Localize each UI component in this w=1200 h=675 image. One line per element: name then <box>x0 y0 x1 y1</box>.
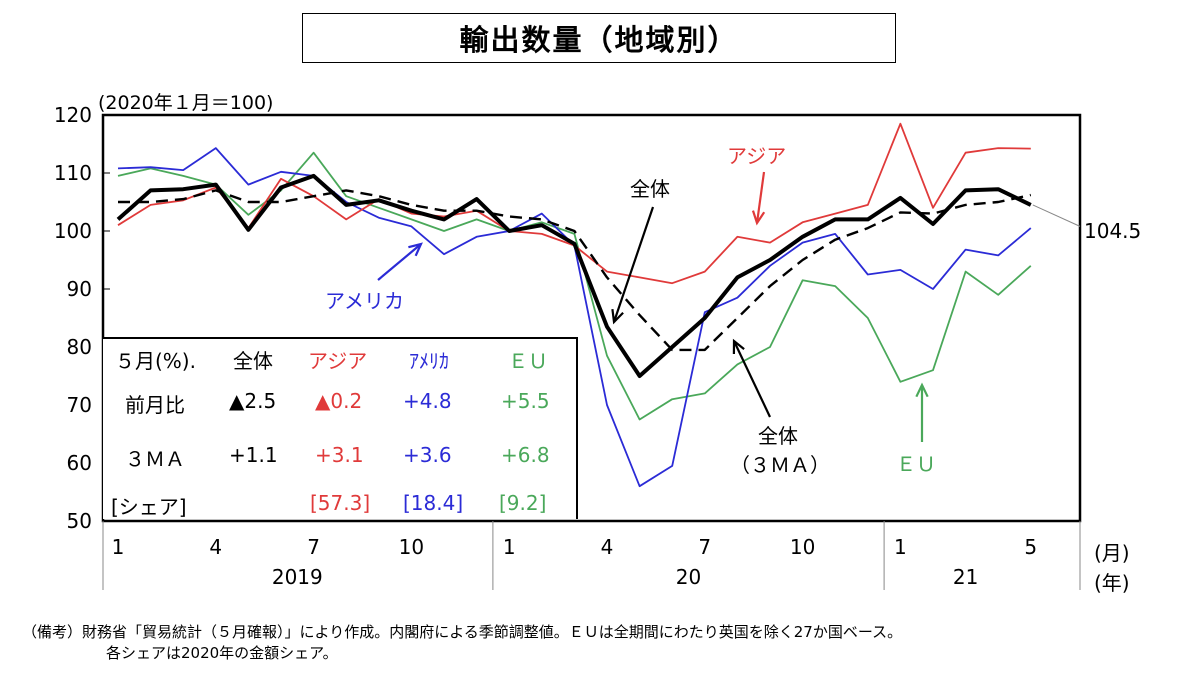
plot-frame <box>101 113 1082 523</box>
asia-label: アジア <box>727 144 786 168</box>
note-line: （備考）財務省「貿易統計（５月確報）」により作成。内閣府による季節調整値。ＥＵは… <box>22 623 903 641</box>
y-axis-unit-label: (2020年１月＝100) <box>98 92 274 114</box>
last-value-label: 104.5 <box>1084 219 1141 243</box>
table-cell: +3.6 <box>403 443 452 467</box>
table-header-cell: 全体 <box>233 349 273 373</box>
last-value-leader <box>1032 204 1081 227</box>
x-tick-label: 1 <box>894 535 907 559</box>
asia-arrow-head <box>751 210 766 226</box>
x-tick-label: 7 <box>307 535 320 559</box>
table-cell: [9.2] <box>499 491 547 515</box>
x-tick-label: 1 <box>112 535 125 559</box>
total-3ma-label-sub: （３ＭＡ） <box>730 453 830 477</box>
table-cell: [シェア] <box>111 495 187 519</box>
table-row: ３ＭＡ +1.1 +3.1 +3.6 +6.8 <box>103 437 576 473</box>
table-row: [シェア] [57.3] [18.4] [9.2] <box>103 485 576 521</box>
table-cell: [18.4] <box>403 491 464 515</box>
table-header-cell: ＥＵ <box>508 349 548 373</box>
table-header-cell: ５月(%). <box>115 349 196 373</box>
note-line: 各シェアは2020年の金額シェア。 <box>106 644 338 662</box>
table-header-row: ５月(%). 全体 アジア ｱﾒﾘｶ ＥＵ <box>103 339 576 375</box>
x-tick-label: 7 <box>698 535 711 559</box>
y-tick-label: 60 <box>67 451 92 475</box>
total-arrow-head <box>611 308 624 325</box>
table-header-cell: アジア <box>308 349 368 373</box>
month-unit-label: (月) <box>1094 541 1130 565</box>
x-tick-label: 10 <box>790 535 815 559</box>
may-stats-table: ５月(%). 全体 アジア ｱﾒﾘｶ ＥＵ 前月比 ▲2.5 ▲0.2 +4.8… <box>103 337 578 519</box>
year-label: 20 <box>676 565 701 589</box>
total-3ma-arrow <box>733 340 771 418</box>
y-tick-labels: 120 110 100 90 80 70 60 50 <box>54 103 110 533</box>
chart-title: 輸出数量（地域別） <box>302 13 896 63</box>
year-label: 21 <box>953 565 978 589</box>
table-cell: 前月比 <box>125 393 185 417</box>
x-tick-label: 1 <box>503 535 516 559</box>
x-tick-label: 4 <box>209 535 222 559</box>
total-3ma-label: 全体 <box>758 424 798 448</box>
asia-arrow <box>755 171 766 224</box>
table-row: 前月比 ▲2.5 ▲0.2 +4.8 +5.5 <box>103 383 576 419</box>
table-cell: +1.1 <box>229 443 278 467</box>
eu-arrow-head <box>915 382 929 398</box>
y-tick-label: 100 <box>54 219 92 243</box>
series-line-total <box>116 173 1032 378</box>
y-tick-label: 120 <box>54 103 92 127</box>
x-tick-label: 4 <box>601 535 614 559</box>
table-cell: +3.1 <box>315 443 364 467</box>
source-notes: （備考）財務省「貿易統計（５月確報）」により作成。内閣府による季節調整値。ＥＵは… <box>22 622 902 664</box>
total-arrow <box>612 206 655 323</box>
series-lines <box>116 122 1032 488</box>
usa-arrow-head <box>408 242 423 257</box>
table-cell: +4.8 <box>403 389 452 413</box>
table-header-cell: ｱﾒﾘｶ <box>409 349 449 373</box>
y-tick-label: 90 <box>67 277 92 301</box>
y-tick-label: 110 <box>54 161 92 185</box>
y-tick-label: 70 <box>67 393 92 417</box>
total-3ma-arrow-head <box>732 338 745 355</box>
total-label: 全体 <box>630 177 670 201</box>
year-label: 2019 <box>272 565 323 589</box>
year-unit-label: (年) <box>1094 571 1130 595</box>
table-cell: [57.3] <box>310 491 371 515</box>
table-cell: ３ＭＡ <box>125 447 185 471</box>
usa-label: アメリカ <box>325 289 404 313</box>
table-cell: +5.5 <box>501 389 550 413</box>
x-tick-label: 5 <box>1024 535 1037 559</box>
y-tick-label: 80 <box>67 335 92 359</box>
table-cell: +6.8 <box>501 443 550 467</box>
table-cell: ▲2.5 <box>229 389 277 413</box>
x-tick-label: 10 <box>399 535 424 559</box>
x-axis: 1 4 7 10 1 4 7 10 1 5 2019 20 21 (月) (年) <box>102 521 1130 595</box>
table-cell: ▲0.2 <box>315 389 363 413</box>
usa-arrow <box>377 243 422 281</box>
y-tick-label: 50 <box>67 509 92 533</box>
eu-label: ＥＵ <box>896 452 936 476</box>
